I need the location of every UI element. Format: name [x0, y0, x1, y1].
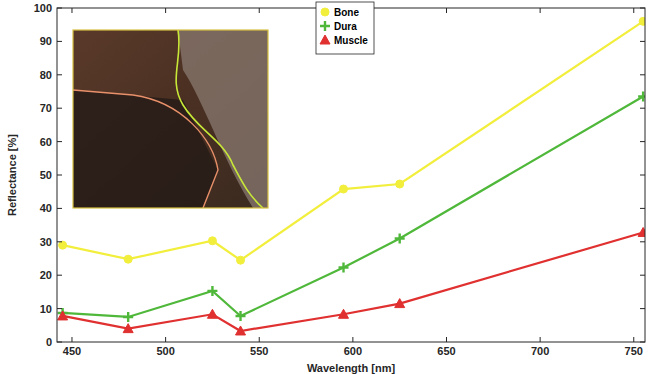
x-tick [352, 337, 353, 342]
inset-muscle-region [73, 90, 218, 208]
x-tick [71, 337, 72, 342]
legend-marker [321, 8, 329, 16]
x-tick [259, 337, 260, 342]
legend: Bone Dura Muscle [316, 2, 374, 54]
x-tick-label: 700 [531, 345, 549, 357]
plot-frame [57, 8, 645, 342]
y-tick [640, 342, 645, 343]
plot-area [57, 8, 645, 342]
legend-box [316, 2, 374, 54]
data-point [638, 227, 645, 236]
legend-label: Bone [334, 7, 359, 18]
y-tick [57, 342, 62, 343]
y-tick [57, 8, 62, 9]
series-line [63, 97, 644, 317]
data-point [123, 324, 133, 333]
y-tick [640, 8, 645, 9]
data-point [123, 312, 133, 322]
y-tick [640, 141, 645, 142]
data-point [395, 299, 405, 308]
x-tick-label: 500 [156, 345, 174, 357]
inset-image [73, 30, 268, 208]
x-tick-label: 650 [437, 345, 455, 357]
data-point [207, 309, 217, 318]
y-tick [57, 275, 62, 276]
y-tick [640, 208, 645, 209]
legend-marker [320, 35, 330, 44]
y-axis-label: Reflectance [%] [6, 134, 18, 216]
y-tick [57, 175, 62, 176]
data-point [638, 92, 645, 102]
y-tick [57, 241, 62, 242]
y-tick-label: 30 [40, 236, 52, 248]
y-tick [57, 308, 62, 309]
y-tick [640, 308, 645, 309]
data-point [395, 233, 405, 243]
x-tick [540, 8, 541, 13]
x-tick [633, 337, 634, 342]
series-line [63, 21, 644, 260]
x-tick [259, 8, 260, 13]
legend-label: Muscle [334, 35, 368, 46]
data-point [339, 263, 349, 273]
y-tick [57, 74, 62, 75]
inset-frame [73, 30, 268, 208]
x-tick [165, 8, 166, 13]
y-tick [57, 141, 62, 142]
y-tick [640, 175, 645, 176]
y-tick-label: 80 [40, 69, 52, 81]
y-tick [640, 241, 645, 242]
y-tick [57, 41, 62, 42]
data-point [124, 255, 132, 263]
y-tick-label: 90 [40, 35, 52, 47]
data-point [236, 326, 246, 335]
legend-marker [320, 21, 330, 31]
inset-background [73, 30, 268, 208]
y-tick [57, 108, 62, 109]
x-tick-label: 600 [344, 345, 362, 357]
inset-boundary [73, 90, 218, 208]
x-tick [540, 337, 541, 342]
data-point [207, 286, 217, 296]
y-tick-label: 70 [40, 102, 52, 114]
y-tick [640, 275, 645, 276]
y-tick-label: 50 [40, 169, 52, 181]
legend-label: Dura [334, 21, 357, 32]
chart: 0 10 20 30 40 50 60 70 80 90 100 450 500 550 600 650 700… [0, 0, 653, 374]
y-tick-label: 60 [40, 136, 52, 148]
x-axis-label: Wavelength [nm] [307, 362, 396, 374]
y-tick-label: 0 [46, 336, 52, 348]
inset-boundary [176, 30, 263, 208]
data-point [340, 185, 348, 193]
data-point [639, 17, 645, 25]
data-layer [58, 17, 645, 335]
x-tick [446, 337, 447, 342]
series-line [63, 232, 644, 331]
y-tick [57, 208, 62, 209]
y-tick [640, 41, 645, 42]
data-point [339, 309, 349, 318]
data-point [236, 311, 246, 321]
x-tick [446, 8, 447, 13]
x-tick-label: 450 [63, 345, 81, 357]
x-tick [71, 8, 72, 13]
data-point [208, 237, 216, 245]
x-tick [165, 337, 166, 342]
y-tick [640, 74, 645, 75]
data-point [58, 311, 68, 320]
y-tick-label: 40 [40, 202, 52, 214]
y-tick-label: 100 [34, 2, 52, 14]
data-point [59, 241, 67, 249]
y-tick-label: 20 [40, 269, 52, 281]
x-tick-label: 750 [625, 345, 643, 357]
x-tick [633, 8, 634, 13]
y-tick-label: 10 [40, 303, 52, 315]
y-tick [640, 108, 645, 109]
data-point [237, 256, 245, 264]
x-tick-label: 550 [250, 345, 268, 357]
data-point [396, 180, 404, 188]
